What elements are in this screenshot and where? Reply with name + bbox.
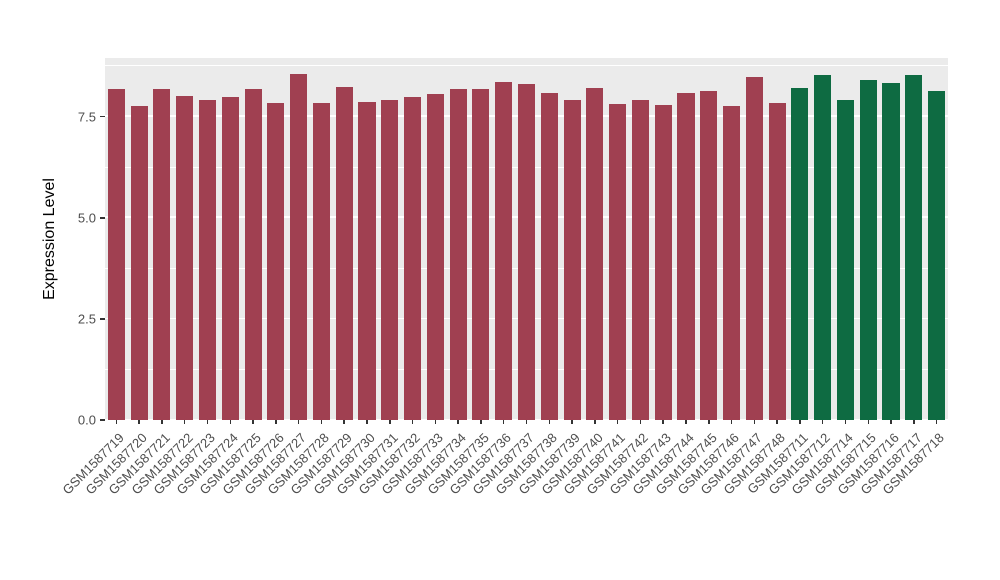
x-tick-mark — [548, 420, 551, 424]
x-tick-mark — [457, 420, 459, 424]
x-tick-mark — [138, 420, 140, 424]
bar-GSM1587748 — [768, 102, 786, 420]
y-tick-mark — [100, 419, 105, 421]
x-tick-mark — [935, 420, 938, 424]
bar-GSM1587714 — [836, 99, 854, 420]
x-tick-mark — [525, 420, 528, 424]
y-axis-title-text: Expression Level — [41, 178, 58, 300]
bar-GSM1587727 — [290, 73, 308, 420]
bar-GSM1587732 — [404, 96, 422, 420]
bar-GSM1587743 — [654, 104, 672, 420]
x-tick-mark — [502, 420, 505, 424]
x-tick-mark — [685, 420, 687, 424]
x-tick-mark — [821, 420, 824, 424]
bar-GSM1587742 — [631, 99, 649, 420]
x-tick-mark — [799, 420, 801, 424]
x-tick-mark — [867, 420, 869, 424]
x-tick-mark — [275, 420, 277, 424]
x-tick-mark — [297, 420, 300, 424]
bar-GSM1587746 — [723, 105, 741, 420]
bar-GSM1587721 — [153, 88, 171, 420]
bar-GSM1587726 — [267, 102, 285, 420]
bar-GSM1587729 — [335, 86, 353, 420]
x-tick-mark — [776, 420, 778, 424]
x-tick-mark — [206, 420, 209, 424]
x-tick-mark — [389, 420, 391, 424]
bar-GSM1587712 — [814, 75, 832, 420]
y-tick-label: 5.0 — [77, 210, 96, 226]
bar-GSM1587723 — [198, 99, 217, 420]
bar-GSM1587728 — [312, 102, 330, 420]
bar-GSM1587734 — [449, 88, 467, 420]
y-tick-mark — [100, 318, 105, 320]
bar-GSM1587711 — [791, 87, 809, 420]
x-tick-mark — [434, 420, 437, 424]
x-tick-mark — [480, 420, 482, 424]
x-tick-mark — [115, 420, 118, 424]
x-tick-mark — [411, 420, 414, 424]
bar-GSM1587717 — [905, 75, 923, 420]
x-tick-mark — [366, 420, 368, 424]
x-tick-mark — [594, 420, 596, 424]
x-axis: GSM1587719 GSM1587720 GSM1587721 GSM1587722… — [60, 420, 948, 560]
bar-GSM1587718 — [928, 90, 946, 420]
x-tick-mark — [229, 420, 232, 424]
x-tick-mark — [639, 420, 642, 424]
x-tick-mark — [913, 420, 915, 424]
chart-panel — [105, 58, 948, 420]
x-tick-mark — [252, 420, 254, 424]
bar-GSM1587719 — [107, 88, 125, 420]
bar-GSM1587733 — [426, 93, 444, 420]
bar-GSM1587715 — [859, 79, 877, 420]
x-tick-mark — [616, 420, 619, 424]
x-tick-mark — [183, 420, 186, 424]
x-tick-mark — [708, 420, 710, 424]
x-tick-mark — [753, 420, 756, 424]
y-tick-label: 0.0 — [77, 412, 96, 428]
bar-GSM1587716 — [882, 82, 900, 420]
x-tick-mark — [161, 420, 163, 424]
x-tick-mark — [844, 420, 847, 424]
bar-GSM1587736 — [495, 81, 513, 420]
y-tick-label: 7.5 — [77, 109, 96, 125]
x-tick-mark — [320, 420, 323, 424]
x-tick-mark — [662, 420, 664, 424]
bar-GSM1587744 — [677, 92, 695, 420]
x-tick-mark — [571, 420, 573, 424]
bar-GSM1587741 — [609, 103, 627, 420]
bar-GSM1587745 — [700, 90, 718, 420]
bar-GSM1587740 — [586, 87, 604, 420]
bar-GSM1587722 — [176, 95, 194, 420]
bar-GSM1587735 — [472, 88, 490, 420]
bar-GSM1587720 — [130, 105, 148, 420]
x-tick-mark — [890, 420, 892, 424]
y-tick-mark — [100, 217, 105, 219]
bar-GSM1587725 — [244, 88, 262, 420]
y-tick-mark — [100, 115, 105, 118]
bar-GSM1587731 — [381, 99, 399, 420]
x-tick-mark — [730, 420, 733, 424]
gridline-minor — [105, 65, 948, 67]
bar-GSM1587737 — [517, 83, 536, 420]
bar-GSM1587724 — [221, 96, 239, 420]
bar-GSM1587738 — [540, 92, 558, 420]
y-tick-label: 2.5 — [77, 311, 96, 327]
bar-GSM1587747 — [745, 77, 763, 420]
bar-GSM1587739 — [563, 99, 581, 420]
bar-GSM1587730 — [358, 101, 376, 420]
x-tick-mark — [343, 420, 345, 424]
